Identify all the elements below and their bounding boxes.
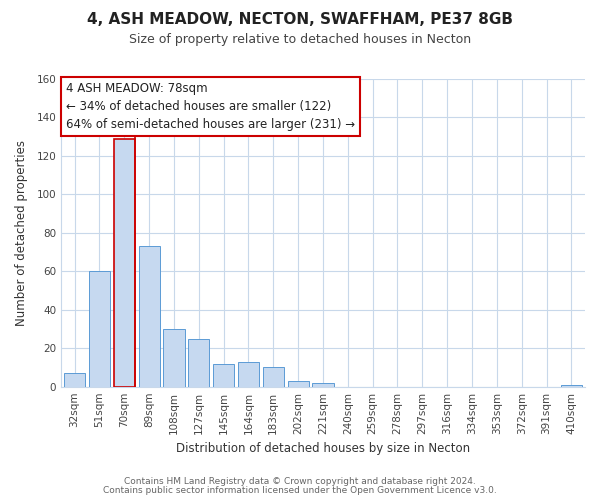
Bar <box>313 383 334 386</box>
Bar <box>561 385 582 386</box>
Text: Size of property relative to detached houses in Necton: Size of property relative to detached ho… <box>129 32 471 46</box>
Bar <box>64 373 85 386</box>
Bar <box>139 246 160 386</box>
Text: 4, ASH MEADOW, NECTON, SWAFFHAM, PE37 8GB: 4, ASH MEADOW, NECTON, SWAFFHAM, PE37 8G… <box>87 12 513 28</box>
Text: Contains public sector information licensed under the Open Government Licence v3: Contains public sector information licen… <box>103 486 497 495</box>
Text: 4 ASH MEADOW: 78sqm
← 34% of detached houses are smaller (122)
64% of semi-detac: 4 ASH MEADOW: 78sqm ← 34% of detached ho… <box>66 82 355 131</box>
Text: Contains HM Land Registry data © Crown copyright and database right 2024.: Contains HM Land Registry data © Crown c… <box>124 477 476 486</box>
Bar <box>114 138 135 386</box>
Bar <box>163 329 185 386</box>
Bar <box>263 368 284 386</box>
Bar <box>89 272 110 386</box>
X-axis label: Distribution of detached houses by size in Necton: Distribution of detached houses by size … <box>176 442 470 455</box>
Bar <box>213 364 234 386</box>
Bar <box>287 381 308 386</box>
Y-axis label: Number of detached properties: Number of detached properties <box>15 140 28 326</box>
Bar <box>238 362 259 386</box>
Bar <box>188 338 209 386</box>
